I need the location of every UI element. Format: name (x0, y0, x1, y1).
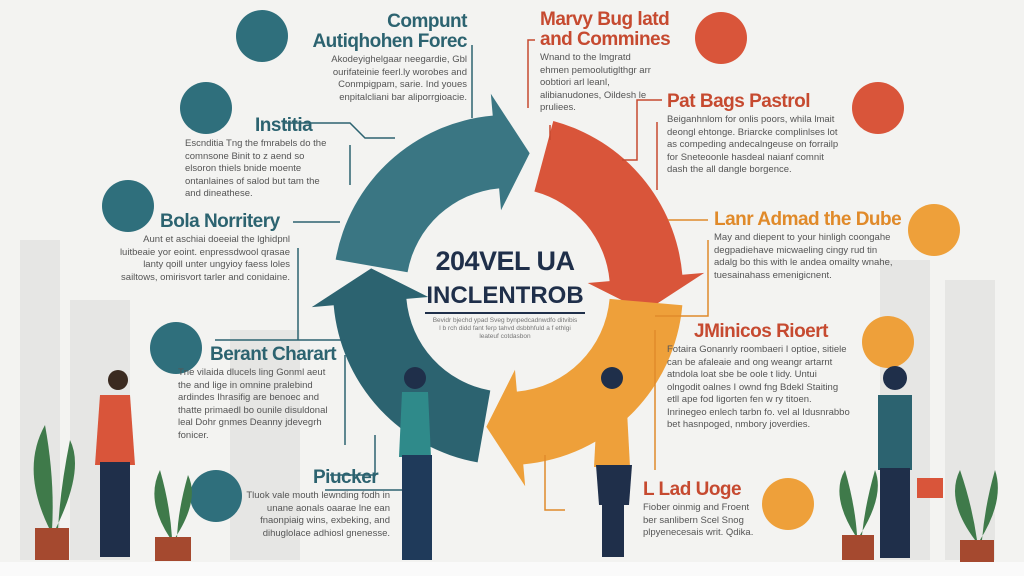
cycle-arrow-segment (534, 120, 705, 312)
connector-line (283, 122, 395, 139)
section-title: Berant Charart (210, 344, 337, 365)
section-title: Compunt Autiqhohen Forec (312, 11, 467, 52)
section-icon (102, 180, 154, 232)
section-body: Akodeyighelgaar neegardie, Gbl ourifatei… (331, 54, 467, 103)
section-lanr-admad: Lanr Admad the Dube May and diepent to y… (714, 209, 902, 282)
section-title: L Lad Uoge (643, 479, 742, 500)
connector-lines (215, 45, 473, 491)
section-icon (852, 82, 904, 134)
cycle-arrow-segment (335, 93, 530, 273)
section-title: Lanr Admad the Dube (714, 209, 902, 230)
connector-line (622, 99, 662, 161)
section-body: Aunt et aschiai doeeial the lghidpnl lui… (119, 234, 290, 283)
section-icon (762, 478, 814, 530)
section-l-lad-uoge: L Lad Uoge Fiober oinmig and Froent ber … (643, 480, 755, 540)
section-bola-norritery: Bola Norritery Aunt et aschiai doeeial t… (115, 212, 290, 284)
section-body: Fiober oinmig and Froent ber sanlibern S… (643, 502, 754, 538)
section-pat-bags: Pat Bags Pastrol Beiganhnlom for onlis p… (667, 92, 847, 177)
section-title: Institia (255, 115, 313, 136)
background-building (230, 330, 300, 560)
connector-line (655, 240, 709, 317)
section-body: Escnditia Tng the fmrabels do the comnso… (185, 138, 327, 199)
section-title: Pat Bags Pastrol (667, 91, 811, 112)
section-marvy-bug: Marvy Bug latd and Commines Wnand to the… (540, 10, 690, 115)
center-title-line1: 204VEL UA (435, 246, 575, 276)
cycle-arrow-segment (311, 268, 491, 463)
section-title: Piucker (313, 467, 379, 488)
section-body: May and diepent to your hinligh coongahe… (714, 232, 893, 281)
section-body: Tne vilaida dlucels ling Gonml aeut the … (178, 367, 328, 441)
floor (0, 562, 1024, 576)
center-caption: Bevidr bjechd ypad Sveg bynpedcadnwdfo d… (432, 317, 578, 340)
section-compunt: Compunt Autiqhohen Forec Akodeyighelgaar… (292, 12, 467, 104)
section-icon (180, 82, 232, 134)
cycle-arrow-segment (486, 298, 683, 487)
section-institia: Institia Escnditia Tng the fmrabels do t… (185, 116, 335, 201)
section-icon (150, 322, 202, 374)
section-title: Marvy Bug latd and Commines (540, 9, 671, 50)
section-title: JMinicos Rioert (694, 321, 828, 342)
connector-line (544, 455, 565, 511)
center-title-line2: INCLENTROB (425, 282, 585, 314)
section-body: Fotaira Gonanrly roombaeri I optioe, sit… (667, 344, 850, 430)
section-body: Beiganhnlom for onlis poors, whila lmait… (667, 114, 839, 175)
section-title: Bola Norritery (160, 211, 280, 232)
section-icon (236, 10, 288, 62)
section-icon (695, 12, 747, 64)
section-icon (862, 316, 914, 368)
section-jminicos: JMinicos Rioert Fotaira Gonanrly roombae… (667, 322, 852, 432)
connector-line (527, 39, 535, 108)
section-body: Wnand to the lmgratd ehmen pemoolutiglth… (540, 52, 651, 113)
section-body: Tluok vale mouth lewnding fodh in unane … (246, 490, 390, 539)
section-icon (908, 204, 960, 256)
section-piucker: Piucker Tluok vale mouth lewnding fodh i… (245, 468, 390, 540)
section-berant-charart: Berant Charart Tne vilaida dlucels ling … (178, 345, 340, 442)
section-icon (190, 470, 242, 522)
connector-line (330, 435, 376, 476)
